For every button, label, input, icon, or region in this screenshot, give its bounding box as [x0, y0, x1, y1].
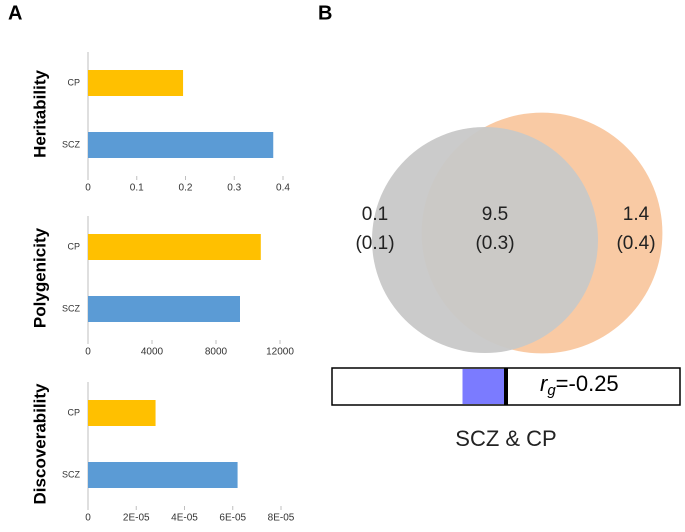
bar [88, 296, 240, 322]
rg-symbol: r [540, 371, 549, 396]
y-axis-label: Polygenicity [30, 227, 49, 328]
x-tick-label: 8E-05 [268, 513, 295, 524]
y-tick-label: SCZ [62, 469, 81, 479]
rg-subscript: g [547, 382, 556, 399]
x-tick-label: 0.2 [179, 183, 193, 194]
y-tick-label: SCZ [62, 139, 81, 149]
value-label: 0.1 [362, 204, 388, 225]
rg-label: rg=-0.25 [540, 371, 619, 399]
x-tick-label: 2E-05 [123, 513, 150, 524]
trait-circle [372, 127, 598, 353]
chart-title: SCZ & CP [455, 426, 556, 451]
rg-value: =-0.25 [556, 371, 619, 396]
x-tick-label: 0.4 [276, 183, 290, 194]
y-tick-label: SCZ [62, 303, 81, 313]
error-label: (0.3) [475, 233, 514, 254]
bar [88, 462, 238, 488]
x-tick-label: 6E-05 [219, 513, 246, 524]
x-tick-label: 0.3 [227, 183, 241, 194]
x-tick-label: 8000 [205, 347, 228, 358]
x-tick-label: 0 [85, 513, 91, 524]
error-label: (0.1) [355, 233, 394, 254]
y-axis-label: Heritability [30, 70, 49, 158]
y-axis-label: Discoverability [30, 383, 49, 504]
y-tick-label: CP [67, 241, 80, 251]
x-tick-label: 0 [85, 347, 91, 358]
x-tick-label: 4E-05 [171, 513, 198, 524]
value-label: 9.5 [482, 204, 508, 225]
x-tick-label: 4000 [141, 347, 164, 358]
bar [88, 400, 156, 426]
panel-letter: B [318, 2, 332, 24]
y-tick-label: CP [67, 407, 80, 417]
rg-bar [462, 369, 506, 404]
error-label: (0.4) [616, 233, 655, 254]
x-tick-label: 0.1 [130, 183, 144, 194]
bar [88, 132, 274, 158]
x-tick-label: 0 [85, 183, 91, 194]
y-tick-label: CP [67, 77, 80, 87]
value-label: 1.4 [623, 204, 650, 225]
x-tick-label: 12000 [266, 347, 294, 358]
bar [88, 234, 261, 260]
bar [88, 70, 184, 96]
panel-letter: A [8, 2, 22, 24]
